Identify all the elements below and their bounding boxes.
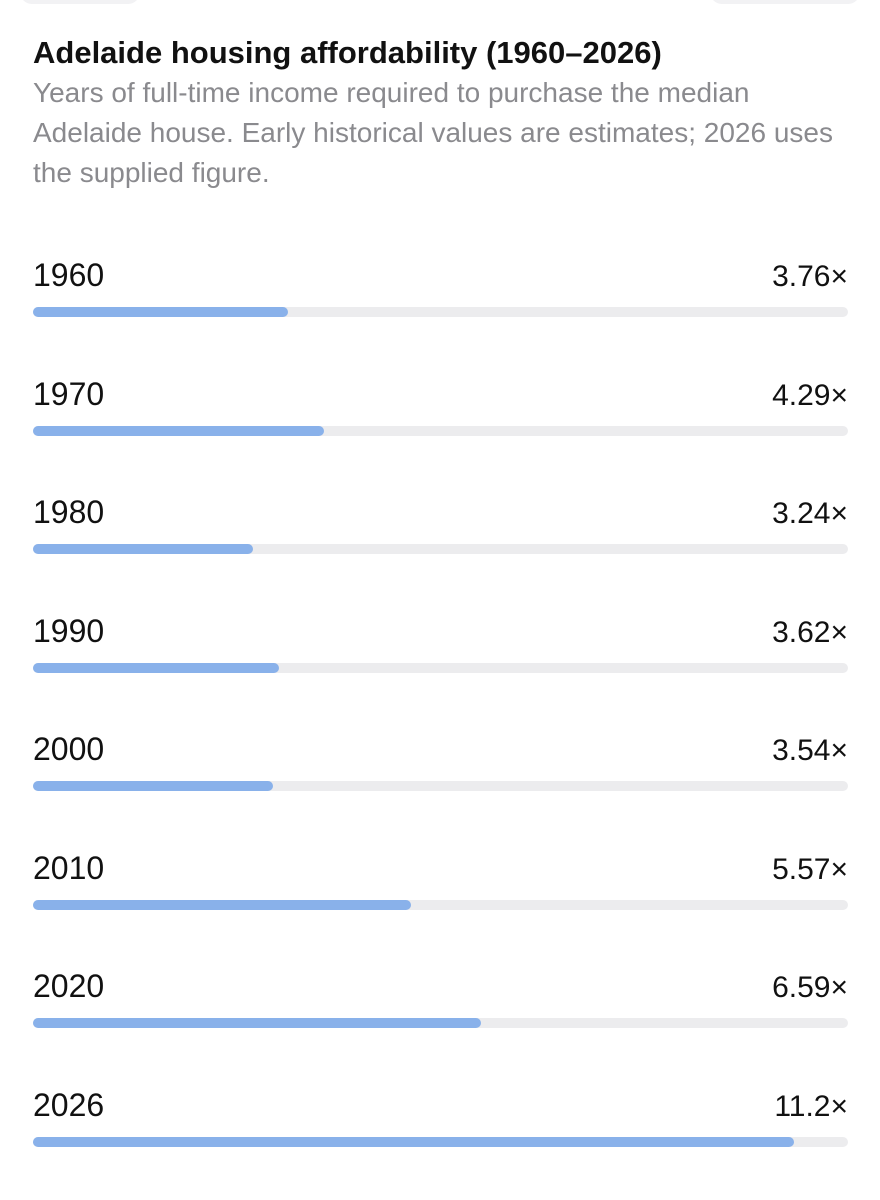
bar xyxy=(33,1018,481,1028)
bar xyxy=(33,1136,794,1147)
bar-row-header: 1960 3.76× xyxy=(33,252,848,298)
bar xyxy=(33,307,288,317)
bar-track xyxy=(33,425,848,436)
top-shadow-left xyxy=(20,0,140,4)
category-label: 1960 xyxy=(33,257,105,293)
bar-row: 1980 3.24× xyxy=(33,489,848,608)
category-label: 2000 xyxy=(33,731,105,767)
bar-row-header: 1970 4.29× xyxy=(33,371,848,417)
bar-row-header: 2026 11.2× xyxy=(33,1082,848,1128)
bar-track xyxy=(33,307,848,317)
bar-row: 1990 3.62× xyxy=(33,608,848,727)
bar-row: 1970 4.29× xyxy=(33,371,848,490)
bar-row-header: 2010 5.57× xyxy=(33,845,848,891)
value-label: 5.57× xyxy=(772,852,848,886)
bar-track xyxy=(33,1136,848,1147)
category-label: 2020 xyxy=(33,968,105,1004)
bar-chart: 1960 3.76× 1970 4.29× 1980 3.24× 1990 3.62× 2000… xyxy=(33,252,848,1200)
value-label: 3.76× xyxy=(772,260,848,293)
bar xyxy=(33,662,279,673)
bar-row-header: 2020 6.59× xyxy=(33,963,848,1009)
category-label: 2026 xyxy=(33,1086,105,1123)
bar-row-header: 1980 3.24× xyxy=(33,489,848,535)
bar-row: 2026 11.2× xyxy=(33,1082,848,1200)
bar xyxy=(33,544,253,554)
bar-row: 1960 3.76× xyxy=(33,252,848,371)
value-label: 4.29× xyxy=(772,378,848,412)
bar-track xyxy=(33,899,848,910)
category-label: 1980 xyxy=(33,494,105,530)
bar-track xyxy=(33,1018,848,1028)
bar-row: 2020 6.59× xyxy=(33,963,848,1082)
value-label: 3.54× xyxy=(772,734,848,767)
category-label: 2010 xyxy=(33,849,105,886)
bar-row: 2000 3.54× xyxy=(33,726,848,845)
category-label: 1970 xyxy=(33,375,105,412)
bar xyxy=(33,425,324,436)
bar-row-header: 2000 3.54× xyxy=(33,726,848,772)
bar xyxy=(33,781,273,791)
bar-row-header: 1990 3.62× xyxy=(33,608,848,654)
chart-title: Adelaide housing affordability (1960–202… xyxy=(33,35,662,70)
chart-subtitle: Years of full-time income required to pu… xyxy=(33,77,833,188)
bar-track xyxy=(33,544,848,554)
top-shadow-right xyxy=(710,0,860,4)
category-label: 1990 xyxy=(33,612,105,649)
bar xyxy=(33,899,411,910)
value-label: 6.59× xyxy=(772,971,848,1004)
chart-header: Adelaide housing affordability (1960–202… xyxy=(33,33,848,193)
value-label: 3.62× xyxy=(772,615,848,649)
top-edge-shadow xyxy=(0,0,880,6)
value-label: 11.2× xyxy=(774,1089,848,1123)
bar-row: 2010 5.57× xyxy=(33,845,848,964)
value-label: 3.24× xyxy=(772,497,848,530)
bar-track xyxy=(33,781,848,791)
bar-track xyxy=(33,662,848,673)
